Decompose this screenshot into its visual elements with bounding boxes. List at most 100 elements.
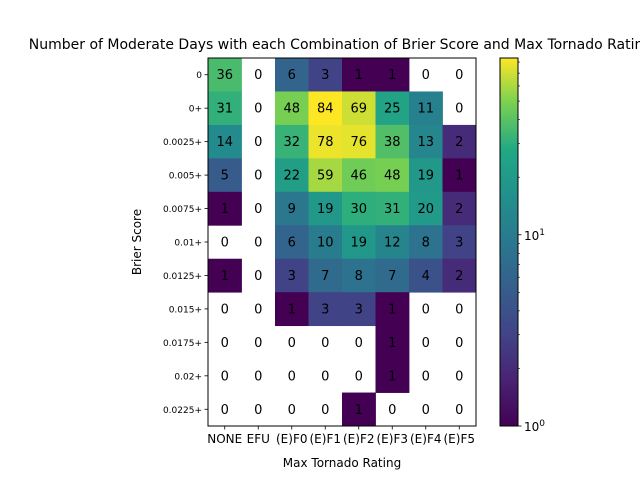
cell-label: 84 <box>317 102 334 117</box>
cell-label: 0 <box>254 102 262 117</box>
cell-label: 2 <box>455 135 463 150</box>
cell-label: 1 <box>388 336 396 351</box>
heatmap-cell <box>308 124 343 159</box>
heatmap-cell <box>375 91 410 126</box>
heatmap-cell <box>308 292 343 327</box>
cell-label: 69 <box>350 102 367 117</box>
heatmap-cell <box>308 258 343 293</box>
colorbar-tick-label: 101 <box>524 228 545 243</box>
cell-label: 1 <box>288 302 296 317</box>
cell-label: 38 <box>384 135 401 150</box>
heatmap-cell <box>375 359 410 393</box>
y-tick-label: 0.005+ <box>169 172 202 182</box>
y-tick-label: 0.0025+ <box>163 138 202 148</box>
x-tick-label: (E)F5 <box>444 432 475 446</box>
heatmap-cell <box>275 58 309 92</box>
y-tick-label: 0.0125+ <box>163 272 202 282</box>
cell-label: 11 <box>417 102 434 117</box>
cell-label: 20 <box>417 202 434 217</box>
y-tick-label: 0.015+ <box>169 305 202 315</box>
heatmap-cell <box>375 258 410 293</box>
cell-label: 59 <box>317 169 334 184</box>
heatmap-cell <box>375 225 410 260</box>
cell-label: 10 <box>317 236 334 251</box>
heatmap-cell <box>342 392 376 427</box>
heatmap-cell <box>275 292 309 327</box>
cell-label: 19 <box>317 202 334 217</box>
cell-label: 0 <box>221 336 229 351</box>
cell-label: 3 <box>355 302 363 317</box>
heatmap-cell <box>442 225 477 260</box>
cell-label: 0 <box>254 202 262 217</box>
cell-label: 3 <box>321 68 329 83</box>
cell-label: 2 <box>455 269 463 284</box>
cell-label: 78 <box>317 135 334 150</box>
cell-label: 14 <box>216 135 233 150</box>
colorbar-tick-label: 100 <box>524 419 545 434</box>
cell-label: 0 <box>254 302 262 317</box>
y-tick-label: 0.0175+ <box>163 339 202 349</box>
cell-label: 0 <box>221 236 229 251</box>
heatmap-cell <box>308 158 343 193</box>
cell-label: 8 <box>355 269 363 284</box>
cell-label: 1 <box>388 369 396 384</box>
cell-label: 1 <box>355 68 363 83</box>
colorbar: 100 101 <box>499 57 545 434</box>
x-ticks: NONE EFU (E)F0 (E)F1 (E)F2 (E)F3 (E)F4 (E)F5 <box>207 426 475 446</box>
cell-label: 0 <box>254 236 262 251</box>
heatmap-cell <box>308 191 343 226</box>
y-tick-label: 0+ <box>189 105 202 115</box>
heatmap-cell <box>208 124 242 159</box>
heatmap-cell <box>208 258 242 293</box>
heatmap-cell <box>342 191 376 226</box>
x-tick-label: (E)F0 <box>276 432 307 446</box>
cell-label: 0 <box>455 336 463 351</box>
y-tick-label: 0 <box>196 71 202 81</box>
cell-label: 1 <box>388 302 396 317</box>
cell-label: 0 <box>321 369 329 384</box>
x-tick-label: (E)F2 <box>343 432 374 446</box>
heatmap-cell <box>375 124 410 159</box>
x-tick-label: NONE <box>207 432 242 446</box>
y-tick-label: 0.0075+ <box>163 205 202 215</box>
cell-label: 19 <box>417 169 434 184</box>
heatmap-cell <box>409 91 443 126</box>
cell-label: 0 <box>422 302 430 317</box>
cell-label: 0 <box>455 403 463 418</box>
x-tick-label: (E)F1 <box>310 432 341 446</box>
heatmap-cell <box>409 158 443 193</box>
heatmap-cell <box>409 258 443 293</box>
cell-label: 0 <box>221 302 229 317</box>
cell-label: 7 <box>321 269 329 284</box>
cell-label: 19 <box>350 236 367 251</box>
cell-label: 0 <box>288 403 296 418</box>
cell-label: 0 <box>254 135 262 150</box>
cell-label: 0 <box>422 369 430 384</box>
cell-label: 0 <box>455 68 463 83</box>
heatmap-cell <box>442 158 477 193</box>
heatmap-cell <box>409 225 443 260</box>
chart-title: Number of Moderate Days with each Combin… <box>29 37 640 53</box>
heatmap-cell <box>342 158 376 193</box>
cell-label: 0 <box>455 302 463 317</box>
heatmap-cell <box>275 191 309 226</box>
heatmap-cell <box>308 58 343 92</box>
heatmap-cell <box>442 124 477 159</box>
cell-label: 1 <box>221 269 229 284</box>
cell-label: 2 <box>455 202 463 217</box>
cell-label: 0 <box>422 403 430 418</box>
heatmap-cell <box>208 58 242 92</box>
cell-label: 0 <box>254 403 262 418</box>
cell-label: 3 <box>455 236 463 251</box>
cell-label: 0 <box>254 269 262 284</box>
cell-label: 12 <box>384 236 401 251</box>
cell-label: 48 <box>384 169 401 184</box>
cell-label: 0 <box>221 403 229 418</box>
cell-label: 0 <box>321 403 329 418</box>
cell-label: 0 <box>254 369 262 384</box>
cell-label: 7 <box>388 269 396 284</box>
heatmap-cell <box>409 191 443 226</box>
heatmap-cell <box>342 124 376 159</box>
heatmap-cell <box>375 325 410 360</box>
heatmap-cell <box>275 91 309 126</box>
